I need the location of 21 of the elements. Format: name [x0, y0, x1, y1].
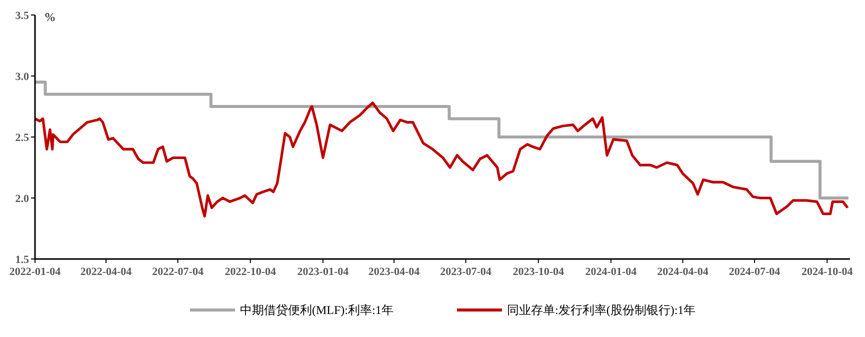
y-tick-label: 2.0 — [15, 193, 30, 205]
y-tick-label: 3.5 — [15, 10, 30, 22]
x-tick-label: 2023-04-04 — [368, 266, 420, 278]
y-axis-title: % — [45, 10, 55, 24]
x-tick-label: 2024-07-04 — [728, 266, 781, 278]
x-tick-label: 2023-01-04 — [297, 266, 350, 278]
x-tick-label: 2024-01-04 — [585, 266, 638, 278]
x-tick-label: 2022-01-04 — [9, 266, 62, 278]
x-tick-label: 2023-07-04 — [440, 266, 492, 278]
x-tick-label: 2023-10-04 — [512, 266, 565, 278]
y-tick-label: 3.0 — [15, 71, 30, 83]
legend-label: 中期借贷便利(MLF):利率:1年 — [240, 303, 394, 317]
line-series — [34, 102, 849, 218]
x-tick-label: 2022-10-04 — [224, 266, 277, 278]
y-tick-label: 1.5 — [15, 254, 30, 266]
x-tick-label: 2022-04-04 — [80, 266, 132, 278]
legend-label: 同业存单:发行利率(股份制银行):1年 — [507, 303, 696, 317]
x-tick-label: 2024-04-04 — [657, 266, 709, 278]
y-tick-label: 2.5 — [15, 132, 30, 144]
x-tick-label: 2024-10-04 — [801, 266, 854, 278]
x-tick-label: 2022-07-04 — [152, 266, 204, 278]
